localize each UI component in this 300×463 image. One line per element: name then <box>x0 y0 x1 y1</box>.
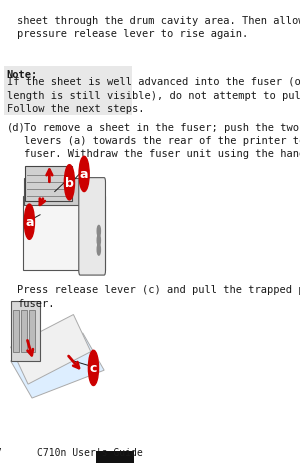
FancyBboxPatch shape <box>79 178 106 275</box>
FancyBboxPatch shape <box>4 67 132 116</box>
Text: a: a <box>25 216 34 229</box>
Circle shape <box>97 244 100 256</box>
FancyBboxPatch shape <box>11 301 40 361</box>
Text: 67      C710n User's Guide: 67 C710n User's Guide <box>0 447 143 457</box>
Circle shape <box>97 235 100 246</box>
FancyBboxPatch shape <box>23 197 106 271</box>
FancyBboxPatch shape <box>26 167 72 201</box>
Text: (d): (d) <box>7 123 26 133</box>
Text: Note:: Note: <box>7 69 38 80</box>
FancyBboxPatch shape <box>29 310 35 352</box>
Circle shape <box>79 157 89 192</box>
Circle shape <box>88 350 98 386</box>
Text: To remove a sheet in the fuser; push the two retaining
levers (a) towards the re: To remove a sheet in the fuser; push the… <box>24 123 300 159</box>
Text: c: c <box>90 362 97 375</box>
Circle shape <box>97 226 100 237</box>
Circle shape <box>24 205 34 240</box>
Text: If the sheet is well advanced into the fuser (only a short
length is still visib: If the sheet is well advanced into the f… <box>7 77 300 113</box>
Polygon shape <box>11 333 104 398</box>
Polygon shape <box>11 315 91 384</box>
FancyBboxPatch shape <box>14 310 19 352</box>
Text: a: a <box>80 168 88 181</box>
Text: Press release lever (c) and pull the trapped paper from the
fuser.: Press release lever (c) and pull the tra… <box>17 285 300 308</box>
FancyBboxPatch shape <box>21 310 27 352</box>
FancyBboxPatch shape <box>24 178 84 206</box>
Circle shape <box>64 165 74 200</box>
Text: sheet through the drum cavity area. Then allow the
pressure release lever to ris: sheet through the drum cavity area. Then… <box>17 16 300 39</box>
FancyBboxPatch shape <box>96 451 134 463</box>
Text: b: b <box>65 176 74 189</box>
